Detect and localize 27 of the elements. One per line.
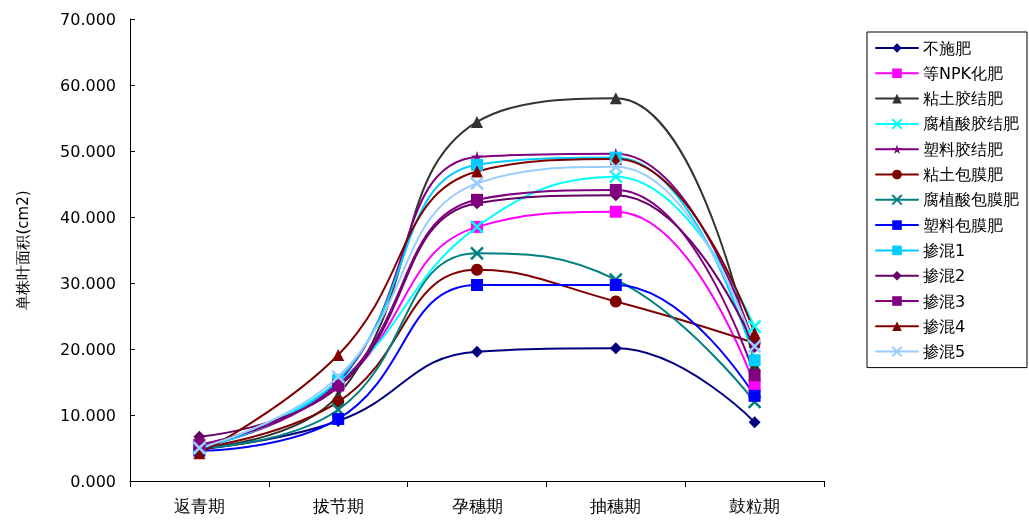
x-tick-label: 拔节期: [312, 495, 364, 516]
legend-label: 塑料胶结肥: [923, 139, 1003, 159]
y-tick-label: 60.000: [60, 75, 116, 95]
legend-label: 掺混5: [923, 342, 966, 362]
legend-label: 掺混2: [923, 266, 966, 286]
y-axis-title: 单株叶面积(cm2): [13, 190, 32, 310]
legend-label: 腐植酸胶结肥: [923, 114, 1019, 134]
legend-label: 掺混1: [923, 240, 966, 260]
y-tick-label: 30.000: [60, 273, 116, 293]
legend-label: 掺混4: [923, 316, 966, 336]
y-tick-label: 50.000: [60, 141, 116, 161]
y-tick-label: 70.000: [60, 9, 116, 29]
legend-label: 腐植酸包膜肥: [923, 190, 1019, 210]
x-tick-label: 返青期: [173, 495, 225, 516]
legend-label: 粘土胶结肥: [923, 89, 1003, 109]
x-tick-label: 鼓粒期: [729, 495, 781, 516]
y-tick-label: 40.000: [60, 207, 116, 227]
x-tick-label: 抽穗期: [590, 495, 642, 516]
legend-label: 等NPK化肥: [923, 63, 1004, 83]
legend-label: 不施肥: [923, 38, 971, 58]
legend-label: 掺混3: [923, 291, 966, 311]
x-tick-label: 孕穗期: [451, 495, 503, 516]
y-tick-label: 0.000: [70, 471, 116, 491]
legend-label: 塑料包膜肥: [923, 215, 1003, 235]
y-tick-label: 10.000: [60, 405, 116, 425]
legend-label: 粘土包膜肥: [923, 165, 1003, 184]
y-tick-label: 20.000: [60, 339, 116, 359]
